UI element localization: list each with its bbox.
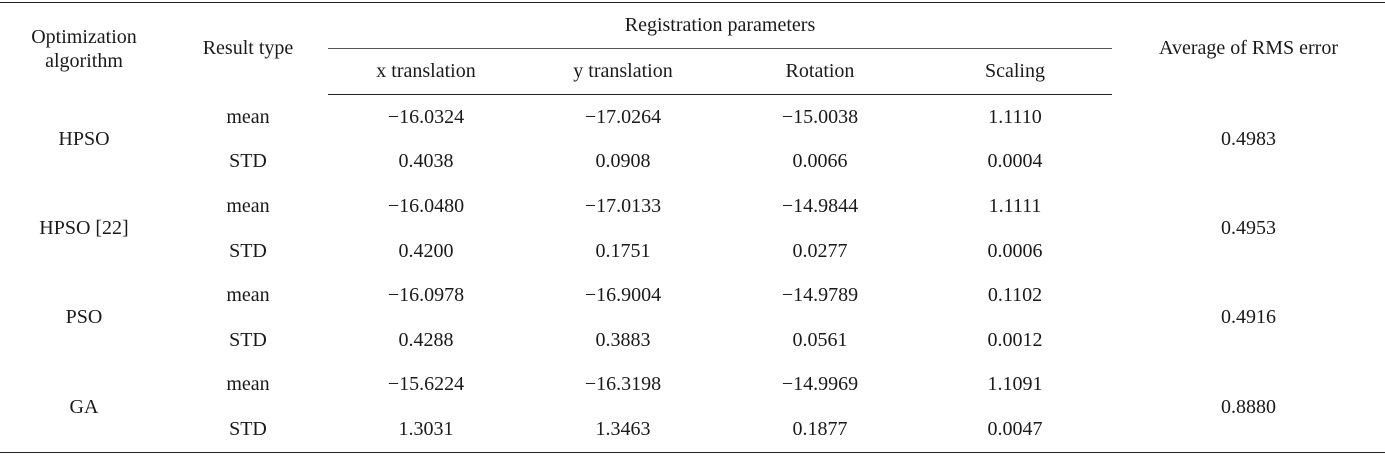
y-translation-cell: −16.3198 — [584, 373, 662, 396]
header-row-2: x translation y translation Rotation Sca… — [0, 48, 1385, 95]
x-translation-cell: 0.4038 — [398, 150, 454, 173]
result-type-cell: STD — [168, 407, 328, 453]
table-row: STD 0.4288 0.3883 0.0561 0.0012 — [0, 318, 1385, 363]
average-rms-cell: 0.4953 — [1221, 217, 1276, 240]
header-result-type: Result type — [168, 2, 328, 95]
x-translation-cell: −16.0480 — [387, 194, 465, 217]
y-translation-cell: 0.1751 — [595, 239, 651, 262]
y-translation-cell: 0.0908 — [595, 150, 651, 173]
algorithm-cell: HPSO [22] — [39, 217, 129, 240]
table-row: PSO mean −16.0978 −16.9004 −14.9789 0.11… — [0, 273, 1385, 328]
x-translation-cell: 0.4200 — [398, 239, 454, 262]
result-type-cell: STD — [229, 150, 267, 173]
result-type-cell: mean — [226, 194, 270, 217]
result-type-cell: mean — [226, 284, 270, 307]
y-translation-cell: −17.0264 — [584, 105, 662, 128]
rotation-cell: 0.1877 — [722, 407, 918, 453]
header-row-1: Optimization algorithm Result type Regis… — [0, 2, 1385, 95]
rotation-cell: 0.0561 — [792, 328, 848, 351]
rotation-cell: −14.9789 — [781, 284, 859, 307]
scaling-cell: 0.0012 — [987, 328, 1043, 351]
x-translation-cell: 0.4288 — [398, 328, 454, 351]
table-row: HPSO [22] mean −16.0480 −17.0133 −14.984… — [0, 184, 1385, 239]
rotation-cell: 0.0066 — [792, 150, 848, 173]
header-average-rms: Average of RMS error — [1112, 2, 1385, 95]
algorithm-cell: GA — [0, 362, 168, 453]
scaling-cell: 0.0047 — [918, 407, 1112, 453]
rotation-cell: −14.9969 — [781, 373, 859, 396]
header-algorithm: Optimization algorithm — [0, 2, 168, 95]
scaling-cell: 1.1111 — [988, 194, 1042, 217]
x-translation-cell: −16.0324 — [387, 105, 465, 128]
result-type-cell: STD — [229, 328, 267, 351]
result-type-cell: STD — [229, 239, 267, 262]
scaling-cell: 1.1110 — [988, 105, 1042, 128]
algorithm-cell: PSO — [65, 306, 103, 329]
scaling-cell: 1.1091 — [987, 373, 1043, 396]
x-translation-cell: 1.3031 — [328, 407, 524, 453]
rotation-cell: 0.0277 — [792, 239, 848, 262]
average-rms-cell: 0.4983 — [1221, 127, 1276, 150]
rotation-cell: −15.0038 — [781, 105, 859, 128]
result-type-cell: mean — [226, 105, 270, 128]
average-rms-cell: 0.8880 — [1112, 362, 1385, 453]
header-registration-parameters: Registration parameters — [328, 2, 1112, 49]
header-y-translation: y translation — [524, 48, 722, 95]
x-translation-cell: −15.6224 — [387, 373, 465, 396]
header-scaling: Scaling — [918, 48, 1112, 95]
table-row: GA mean −15.6224 −16.3198 −14.9969 1.109… — [0, 362, 1385, 453]
scaling-cell: 0.0006 — [987, 239, 1043, 262]
table-row: HPSO mean −16.0324 −17.0264 −15.0038 1.1… — [0, 95, 1385, 150]
scaling-cell: 0.1102 — [987, 284, 1043, 307]
table-row: STD 0.4038 0.0908 0.0066 0.0004 — [0, 140, 1385, 185]
y-translation-cell: −16.9004 — [584, 284, 662, 307]
result-type-cell: mean — [226, 373, 270, 396]
x-translation-cell: −16.0978 — [387, 284, 465, 307]
y-translation-cell: −17.0133 — [584, 194, 662, 217]
table-row: STD 1.3031 1.3463 0.1877 0.0047 — [0, 407, 1385, 453]
header-x-translation: x translation — [328, 48, 524, 95]
scaling-cell: 0.0004 — [987, 150, 1043, 173]
table-row: STD 0.4200 0.1751 0.0277 0.0006 — [0, 229, 1385, 274]
y-translation-cell: 0.3883 — [595, 328, 651, 351]
table-header: Optimization algorithm Result type Regis… — [0, 2, 1385, 95]
average-rms-cell: 0.4916 — [1221, 306, 1276, 329]
table-body: HPSO mean −16.0324 −17.0264 −15.0038 1.1… — [0, 95, 1385, 453]
rotation-cell: −14.9844 — [781, 194, 859, 217]
algorithm-cell: HPSO — [58, 127, 110, 150]
header-rotation: Rotation — [722, 48, 918, 95]
y-translation-cell: 1.3463 — [524, 407, 722, 453]
